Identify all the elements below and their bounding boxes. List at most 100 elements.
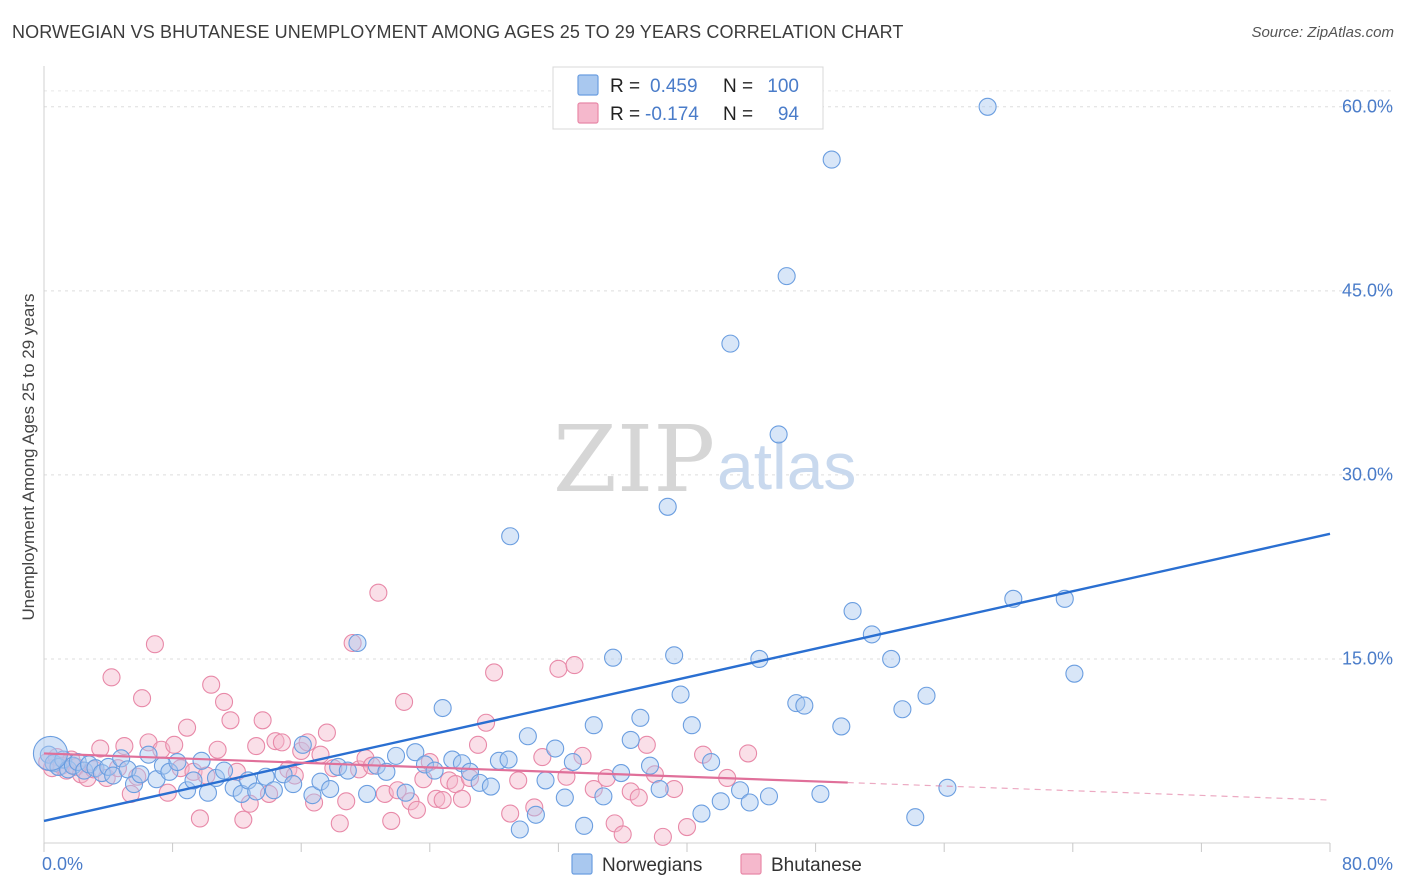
norwegian-point (510, 820, 529, 839)
norwegian-point (192, 751, 211, 770)
norwegian-point (1065, 664, 1084, 683)
legend-r-value-bhutanese: -0.174 (645, 104, 699, 125)
bhutanese-point (677, 817, 697, 837)
bhutanese-point (433, 791, 452, 810)
bhutanese-point (102, 668, 121, 687)
norwegian-point (168, 752, 187, 772)
bhutanese-point (221, 711, 240, 730)
norwegian-point (546, 739, 565, 758)
norwegian-point (247, 782, 266, 801)
norwegian-point (518, 727, 537, 746)
norwegian-point (658, 497, 677, 516)
bhutanese-point (266, 732, 285, 751)
norwegian-point (906, 808, 925, 827)
norwegian-point (386, 746, 406, 765)
norwegian-point (721, 334, 740, 353)
legend-r-value-norwegians: 0.459 (650, 76, 698, 97)
norwegian-point (811, 784, 830, 803)
series-legend-swatch-norwegians[interactable] (571, 853, 593, 875)
bhutanese-point (305, 793, 324, 812)
norwegian-point (481, 777, 500, 796)
norwegian-point (621, 730, 640, 749)
norwegian-point (377, 762, 396, 781)
norwegian-point (631, 708, 650, 727)
norwegian-point (214, 761, 234, 780)
norwegian-point (433, 698, 452, 718)
norwegian-point (139, 745, 158, 764)
norwegian-point (671, 685, 690, 704)
norwegian-point (415, 755, 435, 774)
bhutanese-point (202, 675, 221, 694)
bhutanese-point (407, 800, 426, 819)
norwegian-point (759, 787, 779, 806)
norwegian-point (348, 633, 367, 653)
legend-n-value-bhutanese: 94 (778, 104, 800, 125)
bhutanese-point (343, 633, 362, 653)
legend-r-label: R = (610, 104, 640, 125)
norwegian-point (682, 716, 701, 735)
norwegian-point (584, 716, 603, 735)
norwegian-point (555, 788, 574, 807)
legend-swatch-norwegians (577, 74, 599, 96)
stats-legend: R = 0.459 N = 100 R = -0.174 N = 94 (552, 66, 824, 130)
norwegian-point (822, 150, 841, 169)
norwegian-point (730, 781, 750, 800)
trend-lines (43, 532, 1331, 823)
norwegian-point (795, 696, 814, 715)
norwegian-point (264, 781, 283, 800)
norwegian-point (293, 735, 312, 754)
norwegian-points (32, 97, 1084, 839)
series-legend-swatch-bhutanese[interactable] (740, 853, 762, 875)
norwegian-point (358, 784, 377, 803)
series-legend-label-norwegians[interactable]: Norwegians (602, 855, 702, 876)
norwegian-point (882, 649, 901, 669)
bhutanese-point (382, 811, 401, 830)
norwegian-point (843, 602, 862, 621)
norwegian-point (594, 787, 613, 806)
norwegian-point (131, 765, 150, 784)
norwegian-point (124, 775, 144, 794)
norwegian-point (501, 527, 520, 546)
norwegian-point (893, 700, 912, 719)
bhutanese-point (584, 779, 603, 799)
y-tick-label: 15.0% (1342, 648, 1393, 668)
bhutanese-point (629, 788, 648, 807)
norwegian-point (650, 779, 669, 799)
bhutanese-point (549, 659, 568, 678)
bhutanese-point (739, 744, 758, 763)
norwegian-point (321, 779, 340, 799)
norwegian-point (99, 757, 118, 776)
bhutanese-point (573, 746, 592, 765)
bhutanese-point (133, 689, 152, 708)
norwegian-point (640, 756, 660, 775)
bhutanese-point (637, 735, 656, 754)
norwegian-point (938, 778, 957, 797)
norwegian-point (604, 648, 623, 667)
norwegian-point (665, 646, 684, 665)
series-legend-label-bhutanese[interactable]: Bhutanese (771, 855, 862, 876)
norwegian-point (563, 752, 582, 772)
bhutanese-point (145, 635, 164, 654)
norwegian-point (499, 750, 518, 769)
bhutanese-point (501, 804, 520, 823)
bhutanese-point (653, 827, 672, 846)
bhutanese-point (298, 733, 317, 752)
norwegian-point (311, 772, 330, 791)
bhutanese-point (234, 810, 253, 829)
norwegian-point (575, 816, 594, 835)
bhutanese-point (665, 779, 684, 799)
watermark-zip: ZIP (553, 406, 715, 513)
norwegian-point (526, 805, 545, 824)
norwegian-point (274, 765, 293, 784)
y-tick-label: 30.0% (1342, 464, 1393, 484)
norwegian-point (711, 792, 730, 811)
bhutanese-point (272, 733, 291, 752)
legend-n-value-norwegians: 100 (767, 76, 799, 97)
y-tick-labels: 15.0% 30.0% 45.0% 60.0% (1342, 96, 1393, 668)
bhutanese-trend-line (43, 752, 848, 784)
bhutanese-point (190, 809, 209, 828)
legend-swatch-bhutanese (577, 102, 599, 124)
norwegian-point (184, 771, 203, 790)
norwegian-point (702, 752, 721, 772)
